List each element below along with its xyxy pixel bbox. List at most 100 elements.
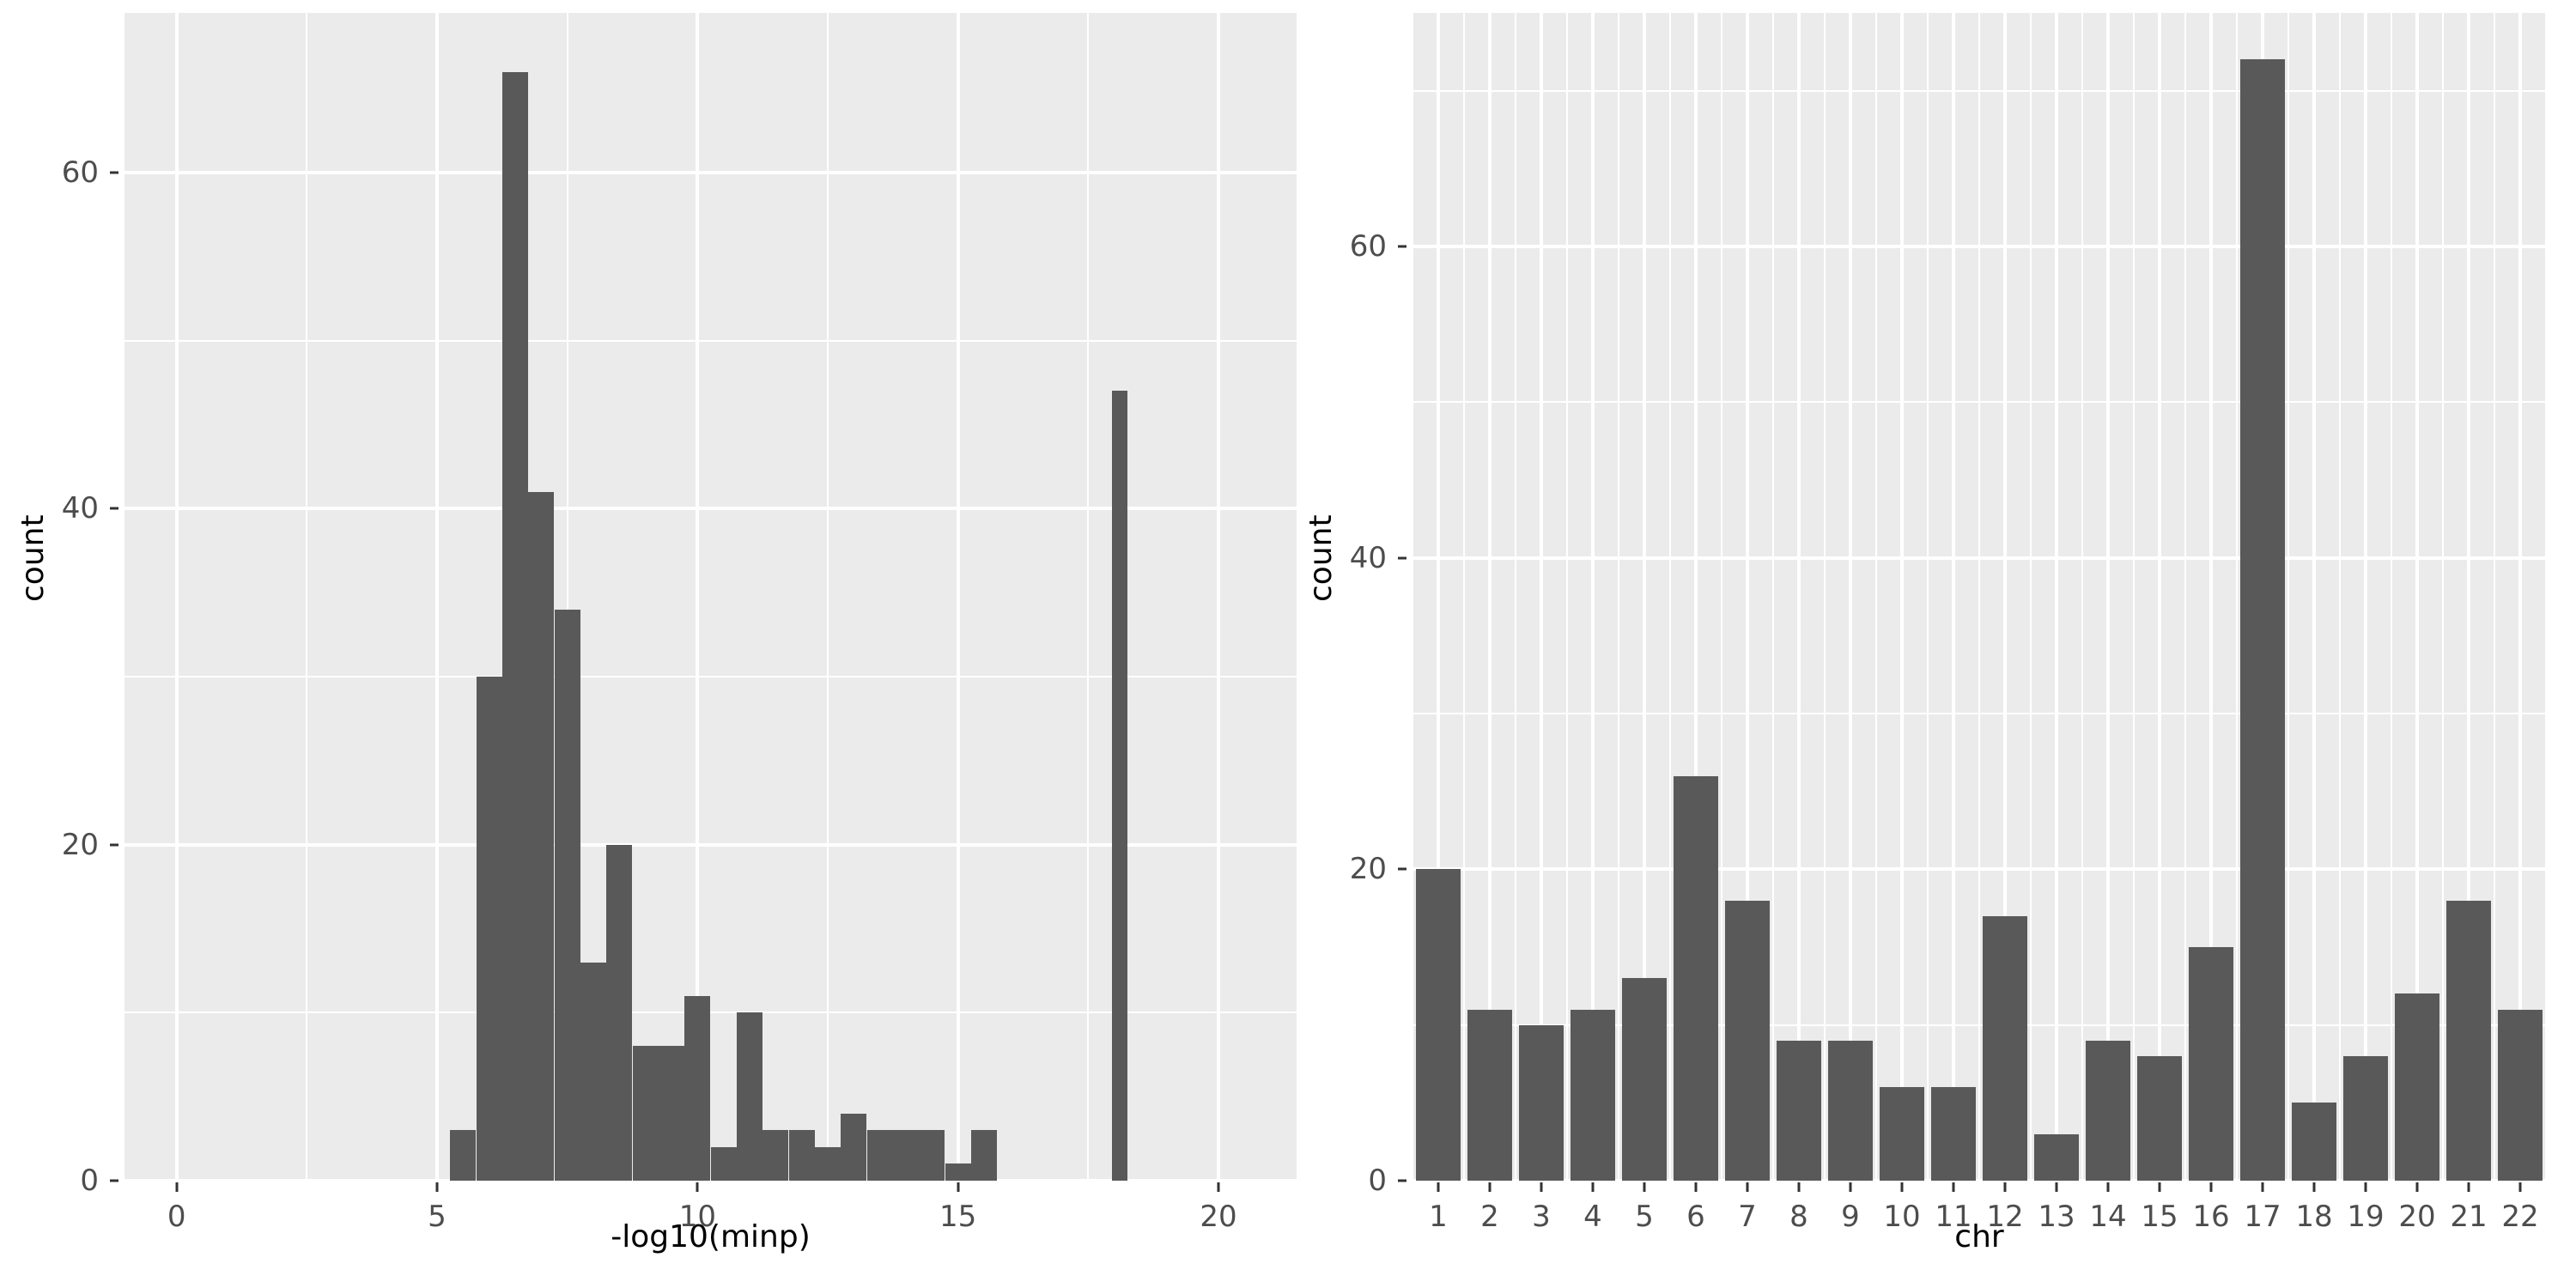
right-gridline-minor-v bbox=[1669, 13, 1671, 1181]
left-y-tick-label: 0 bbox=[80, 1163, 99, 1198]
right-x-tick-label: 18 bbox=[2295, 1200, 2333, 1234]
right-gridline-major-h bbox=[1413, 867, 2546, 872]
right-gridline-major-v bbox=[2209, 13, 2213, 1181]
right-gridline-major-v bbox=[1591, 13, 1595, 1181]
right-gridline-major-h bbox=[1413, 556, 2546, 560]
chr-bar bbox=[2239, 59, 2286, 1181]
left-gridline-minor-h bbox=[125, 339, 1297, 342]
left-y-tick-mark bbox=[110, 171, 118, 174]
left-gridline-minor-h bbox=[125, 1012, 1297, 1014]
right-x-tick-mark bbox=[1952, 1182, 1955, 1192]
histogram-bar bbox=[841, 1113, 867, 1181]
right-x-tick-mark bbox=[2158, 1182, 2161, 1192]
right-x-tick-mark bbox=[2415, 1182, 2419, 1192]
right-gridline-minor-v bbox=[2494, 13, 2495, 1181]
histogram-bar bbox=[450, 1130, 477, 1181]
chr-bar bbox=[1415, 869, 1461, 1181]
left-gridline-major-h bbox=[125, 842, 1297, 847]
right-x-axis-title: chr bbox=[1954, 1219, 2004, 1255]
histogram-bar bbox=[658, 1046, 685, 1181]
chr-bar bbox=[2291, 1103, 2337, 1181]
chr-bar bbox=[2342, 1055, 2389, 1181]
right-gridline-minor-v bbox=[2287, 13, 2289, 1181]
right-x-tick-mark bbox=[1488, 1182, 1492, 1192]
left-x-tick-label: 10 bbox=[678, 1200, 716, 1234]
histogram-bar bbox=[710, 1146, 737, 1181]
right-gridline-major-v bbox=[2158, 13, 2161, 1181]
right-y-axis-title: count bbox=[1303, 514, 1339, 602]
histogram-bar bbox=[501, 71, 529, 1181]
right-gridline-major-v bbox=[2055, 13, 2058, 1181]
right-x-tick-label: 21 bbox=[2450, 1200, 2488, 1234]
right-x-tick-mark bbox=[2312, 1182, 2316, 1192]
right-x-tick-mark bbox=[2106, 1182, 2110, 1192]
right-gridline-minor-v bbox=[1927, 13, 1929, 1181]
right-gridline-major-v bbox=[1540, 13, 1543, 1181]
left-y-axis-title: count bbox=[15, 514, 51, 602]
left-gridline-major-v bbox=[1217, 13, 1220, 1181]
left-x-tick-label: 20 bbox=[1200, 1200, 1237, 1234]
left-x-tick-mark bbox=[696, 1182, 699, 1192]
right-x-tick-mark bbox=[1849, 1182, 1852, 1192]
chr-bar bbox=[1930, 1087, 1977, 1181]
left-x-tick-label: 15 bbox=[939, 1200, 977, 1234]
right-y-tick-label: 40 bbox=[1349, 540, 1387, 575]
right-x-tick-label: 3 bbox=[1532, 1200, 1551, 1234]
right-y-tick-mark bbox=[1398, 556, 1406, 560]
right-plot-area bbox=[1413, 13, 2546, 1181]
chr-bar bbox=[1724, 900, 1771, 1181]
left-gridline-minor-v bbox=[306, 13, 308, 1181]
right-x-tick-mark bbox=[1746, 1182, 1749, 1192]
right-gridline-major-v bbox=[2518, 13, 2522, 1181]
right-gridline-minor-v bbox=[2030, 13, 2032, 1181]
right-gridline-minor-v bbox=[1463, 13, 1465, 1181]
chr-bar bbox=[2033, 1133, 2080, 1181]
histogram-bar bbox=[866, 1130, 893, 1181]
left-y-tick-mark bbox=[110, 843, 118, 847]
right-gridline-major-h bbox=[1413, 1179, 2546, 1181]
histogram-bar bbox=[892, 1130, 920, 1181]
left-gridline-major-h bbox=[125, 507, 1297, 511]
right-gridline-major-h bbox=[1413, 245, 2546, 248]
right-x-tick-mark bbox=[1900, 1182, 1904, 1192]
right-gridline-major-v bbox=[2106, 13, 2110, 1181]
chr-bar bbox=[2085, 1040, 2131, 1181]
chr-bar bbox=[2188, 947, 2234, 1181]
right-gridline-major-v bbox=[1849, 13, 1852, 1181]
chr-bar bbox=[1879, 1087, 1925, 1181]
right-gridline-minor-v bbox=[1824, 13, 1826, 1181]
right-x-tick-label: 15 bbox=[2141, 1200, 2178, 1234]
right-x-tick-label: 10 bbox=[1883, 1200, 1921, 1234]
chr-bar bbox=[2136, 1055, 2183, 1181]
right-x-tick-label: 9 bbox=[1841, 1200, 1860, 1234]
left-x-tick-mark bbox=[957, 1182, 960, 1192]
right-x-tick-mark bbox=[1797, 1182, 1801, 1192]
right-x-tick-mark bbox=[1437, 1182, 1440, 1192]
left-plot-area bbox=[125, 13, 1297, 1181]
right-x-tick-label: 2 bbox=[1480, 1200, 1499, 1234]
right-y-tick-mark bbox=[1398, 867, 1406, 871]
right-gridline-minor-v bbox=[1618, 13, 1619, 1181]
right-x-tick-label: 11 bbox=[1935, 1200, 1972, 1234]
chr-bar bbox=[2445, 900, 2492, 1181]
right-y-tick-label: 0 bbox=[1368, 1163, 1387, 1198]
right-x-tick-label: 5 bbox=[1635, 1200, 1654, 1234]
right-x-tick-label: 20 bbox=[2398, 1200, 2436, 1234]
right-gridline-minor-h bbox=[1413, 713, 2546, 714]
chr-bar bbox=[1621, 978, 1668, 1181]
histogram-bar bbox=[580, 962, 607, 1181]
chr-bar bbox=[1827, 1040, 1874, 1181]
right-x-tick-label: 8 bbox=[1789, 1200, 1808, 1234]
chr-bar bbox=[1467, 1009, 1513, 1181]
left-x-tick-label: 0 bbox=[167, 1200, 186, 1234]
left-x-tick-mark bbox=[435, 1182, 439, 1192]
right-gridline-major-v bbox=[1900, 13, 1904, 1181]
right-x-tick-mark bbox=[1540, 1182, 1543, 1192]
left-gridline-major-h bbox=[125, 170, 1297, 174]
histogram-bar bbox=[684, 995, 711, 1181]
right-x-tick-mark bbox=[1643, 1182, 1646, 1192]
right-gridline-minor-v bbox=[2391, 13, 2392, 1181]
right-x-tick-mark bbox=[2209, 1182, 2213, 1192]
right-gridline-major-v bbox=[1952, 13, 1955, 1181]
